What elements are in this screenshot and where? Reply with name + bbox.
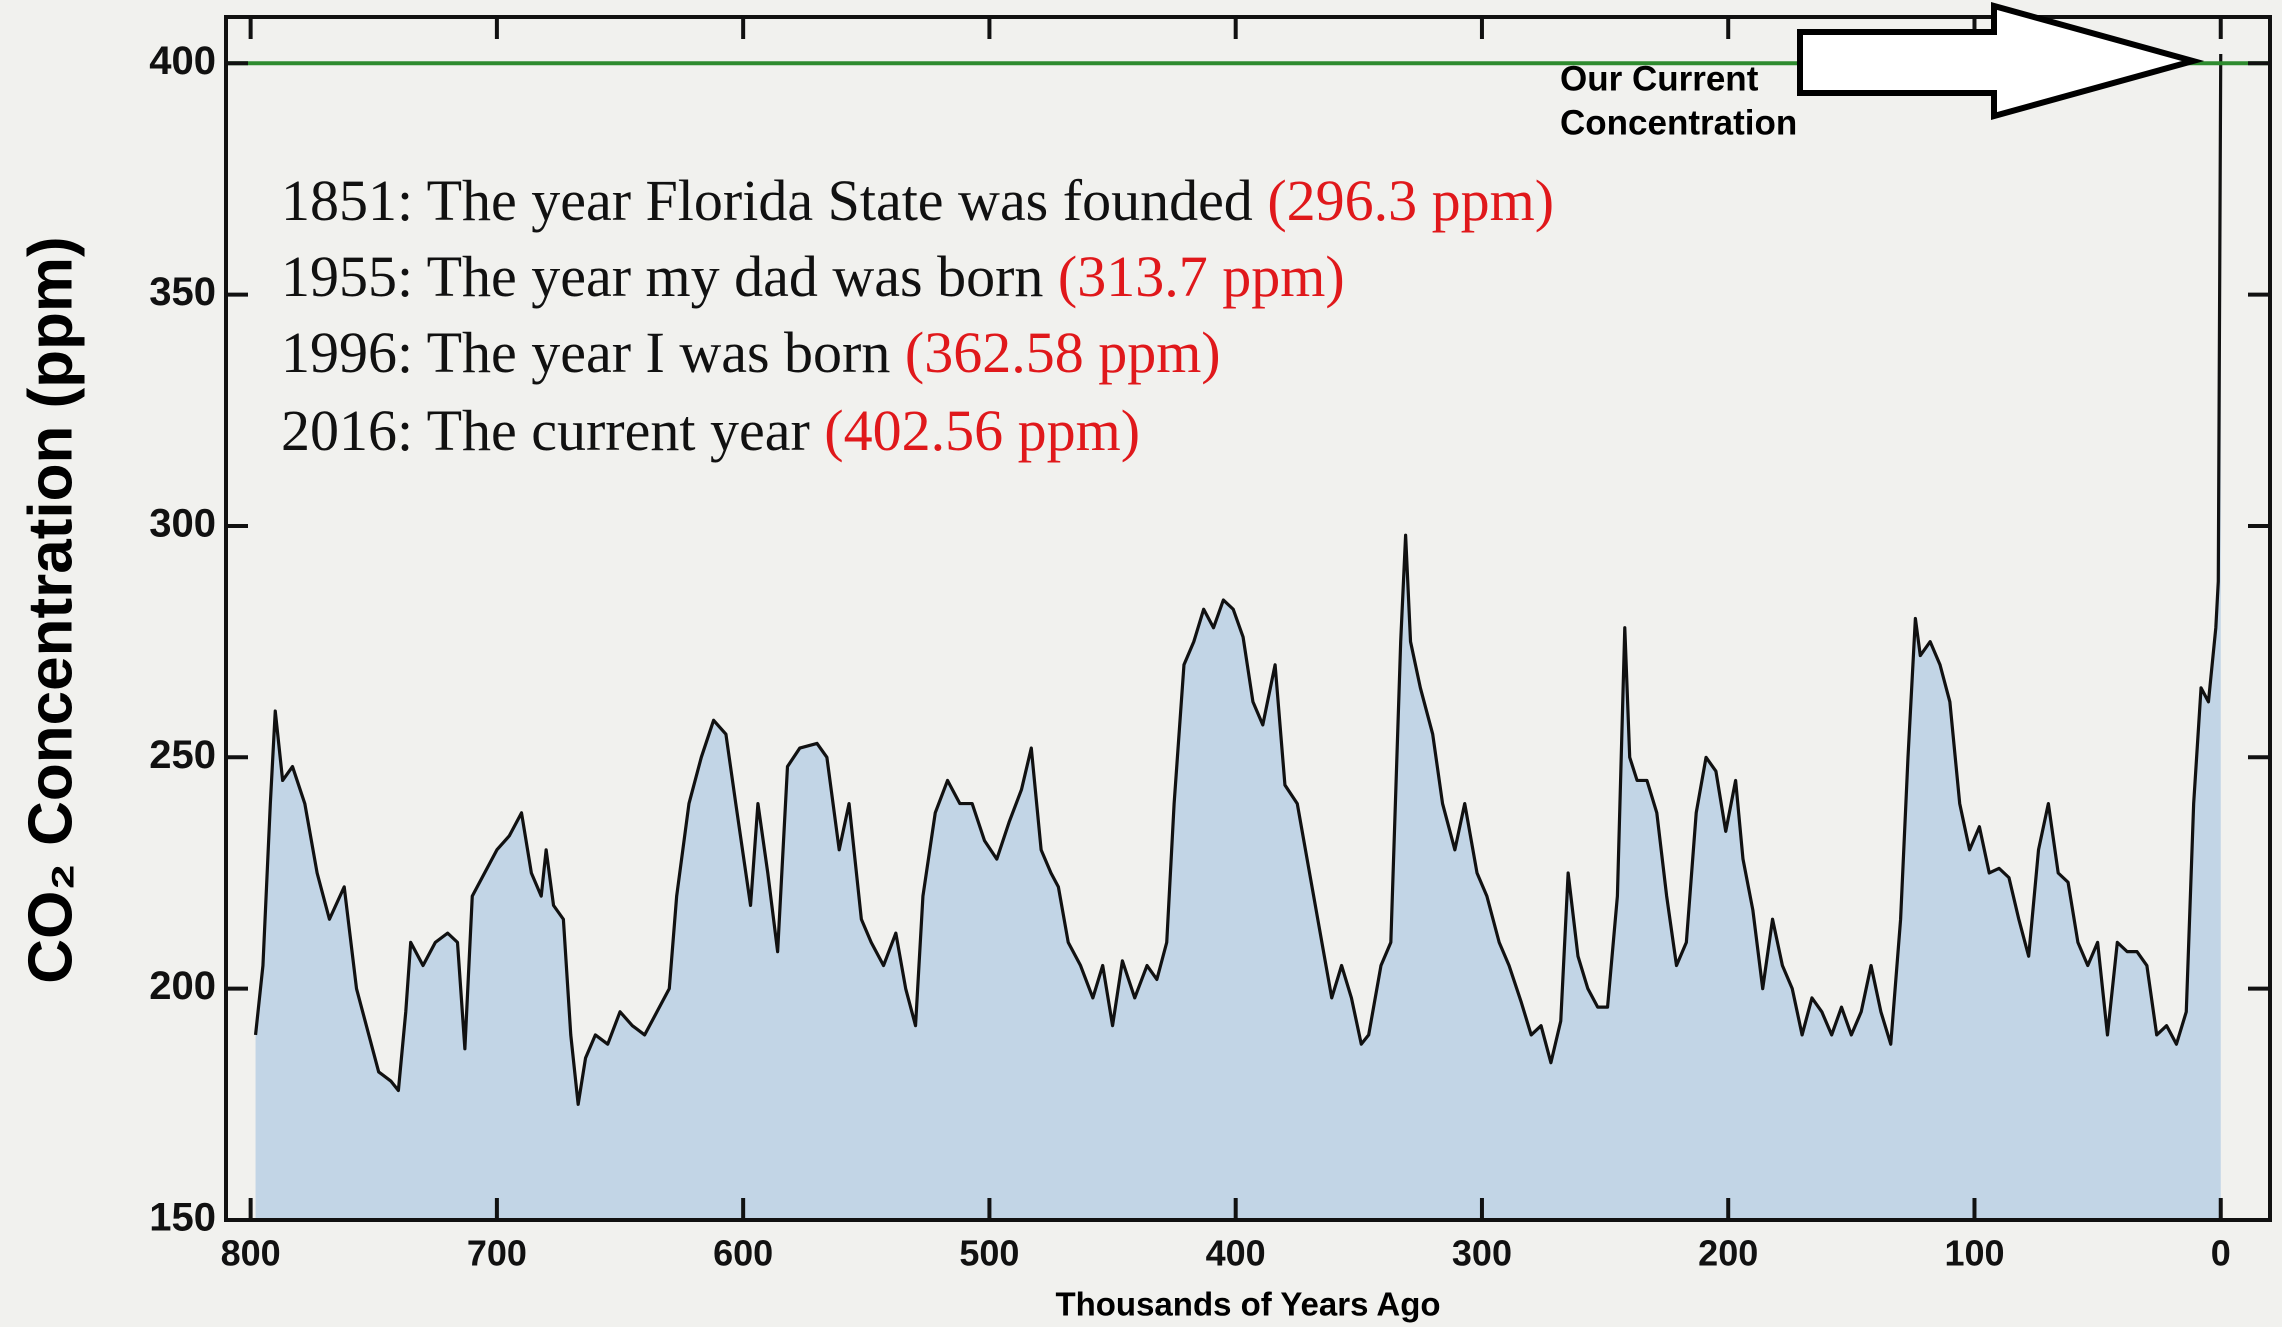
note: 1996: The year I was born (362.58 ppm) [281,320,1221,385]
x-tick-label: 400 [1206,1233,1266,1274]
x-tick-label: 0 [2211,1233,2231,1274]
y-axis-label: CO₂ Concentration (ppm) [16,236,85,983]
x-tick-label: 300 [1452,1233,1512,1274]
arrow [1797,2,2205,120]
line [253,54,2223,1106]
plot-area [224,15,2272,1222]
note: 1955: The year my dad was born (313.7 pp… [281,244,1345,309]
annotation: Our Current [1560,59,1759,98]
x-tick-label: 600 [713,1233,773,1274]
x-tick-label: 200 [1698,1233,1758,1274]
x-tick-label: 100 [1944,1233,2004,1274]
plot-frame [224,15,2272,1222]
note: 1851: The year Florida State was founded… [281,168,1554,233]
y-tick-label: 250 [149,733,216,777]
x-tick-label: 500 [959,1233,1019,1274]
y-tick-label: 350 [149,270,216,314]
x-tick-label: 700 [467,1233,527,1274]
area-fill [255,54,2221,1221]
x-axis-label: Thousands of Years Ago [1055,1286,1440,1323]
y-tick-label: 300 [149,502,216,546]
y-tick-label: 200 [149,964,216,1008]
y-tick-label: 150 [149,1196,216,1240]
x-tick-label: 800 [221,1233,281,1274]
y-tick-label: 400 [149,39,216,83]
annotation: Concentration [1560,103,1797,142]
note: 2016: The current year (402.56 ppm) [281,398,1140,463]
